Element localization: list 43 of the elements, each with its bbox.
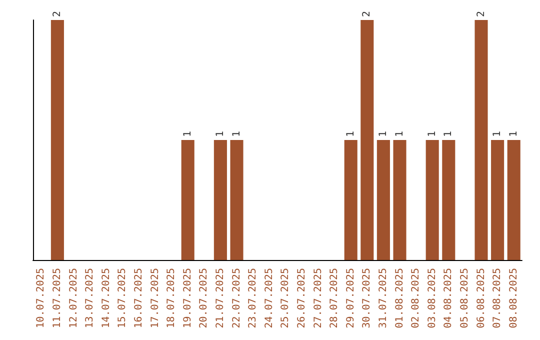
- data-label: 1: [443, 130, 454, 137]
- x-tick-label: 15.07.2025: [117, 268, 128, 328]
- data-label: 1: [214, 130, 226, 137]
- x-tick-label: 31.07.2025: [378, 268, 389, 328]
- x-tick-label: 20.07.2025: [198, 268, 210, 328]
- x-tick-label: 21.07.2025: [214, 268, 226, 328]
- x-tick-label: 08.08.2025: [508, 268, 520, 328]
- x-tick-label: 06.08.2025: [476, 268, 487, 328]
- x-tick-label: 17.07.2025: [150, 268, 161, 328]
- x-tick-label: 28.07.2025: [329, 268, 340, 328]
- x-tick-label: 05.08.2025: [459, 268, 470, 328]
- data-label: 1: [426, 130, 438, 137]
- x-tick-label: 01.08.2025: [394, 268, 406, 328]
- x-tick-label: 24.07.2025: [264, 268, 275, 328]
- x-tick-label: 22.07.2025: [231, 268, 242, 328]
- x-tick-label: 14.07.2025: [100, 268, 112, 328]
- x-tick-label: 19.07.2025: [182, 268, 194, 328]
- x-tick-label: 07.08.2025: [492, 268, 504, 328]
- data-label: 1: [394, 130, 406, 137]
- x-tick-label: 25.07.2025: [280, 268, 292, 328]
- x-tick-label: 29.07.2025: [345, 268, 356, 328]
- x-tick-label: 04.08.2025: [443, 268, 454, 328]
- x-tick-label: 12.07.2025: [68, 268, 80, 328]
- x-tick-label: 23.07.2025: [248, 268, 259, 328]
- x-tick-label: 18.07.2025: [166, 268, 178, 328]
- x-tick-label: 16.07.2025: [133, 268, 144, 328]
- data-label: 2: [362, 10, 373, 17]
- data-label: 1: [508, 130, 520, 137]
- x-tick-label: 03.08.2025: [426, 268, 438, 328]
- data-label: 1: [231, 130, 242, 137]
- x-tick-label: 26.07.2025: [296, 268, 308, 328]
- x-tick-label: 30.07.2025: [362, 268, 373, 328]
- data-label: 2: [476, 10, 487, 17]
- x-tick-label: 02.08.2025: [410, 268, 422, 328]
- data-label: 2: [52, 10, 63, 17]
- x-tick-label: 13.07.2025: [84, 268, 96, 328]
- x-tick-label: 27.07.2025: [312, 268, 324, 328]
- data-label: 1: [182, 130, 194, 137]
- data-label: 1: [378, 130, 389, 137]
- data-label: 1: [492, 130, 504, 137]
- x-tick-label: 10.07.2025: [36, 268, 47, 328]
- data-label: 1: [345, 130, 356, 137]
- x-tick-label: 11.07.2025: [52, 268, 63, 328]
